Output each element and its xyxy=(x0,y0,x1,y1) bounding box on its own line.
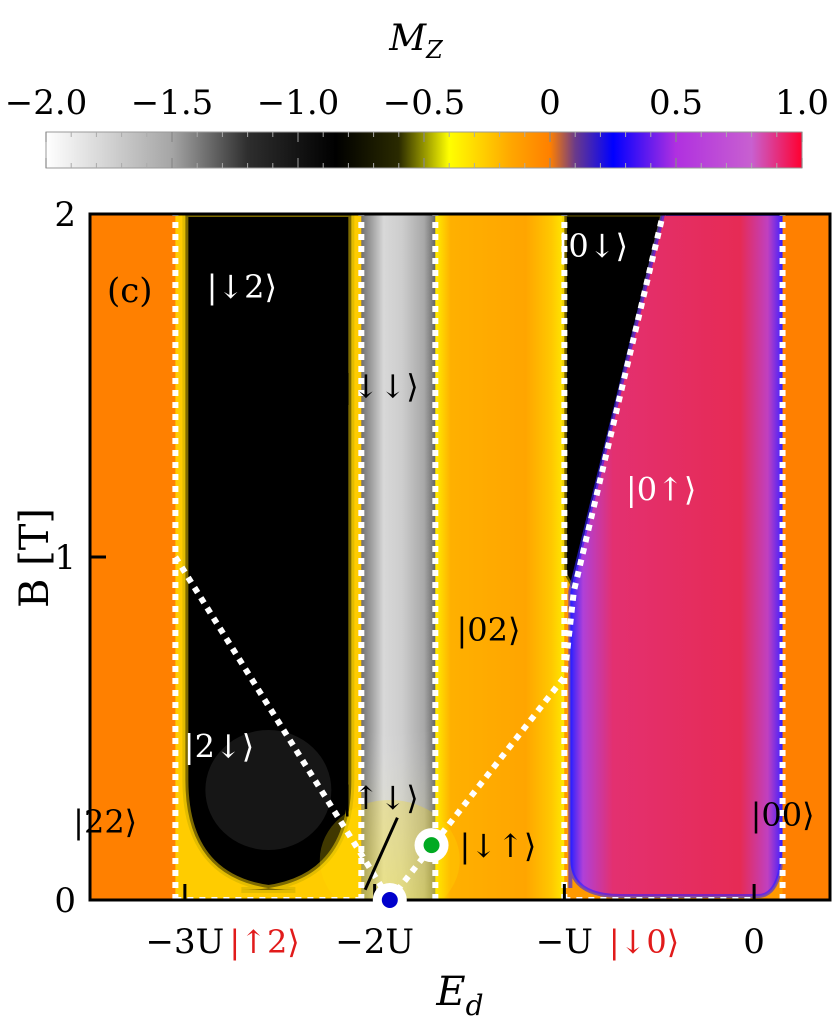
colorbar-tick-label: −0.5 xyxy=(383,83,466,123)
colorbar-tick-labels: −2.0 −1.5 −1.0 −0.5 0 0.5 1.0 xyxy=(5,83,829,123)
colorbar-tick-label: −1.5 xyxy=(131,83,214,123)
x-tick-label: −2U xyxy=(335,922,414,962)
region-label: |↓↓⟩ xyxy=(342,367,419,405)
magenta-band-edge xyxy=(568,214,785,898)
colorbar-tick-label: 0.5 xyxy=(649,83,703,123)
colorbar-tick-label: −1.0 xyxy=(257,83,340,123)
colorbar: MZ −2.0 −1.5 −1.0 −0.5 0 0.5 1.0 xyxy=(5,18,829,169)
black-band-shade xyxy=(205,730,332,850)
crossing-glow xyxy=(319,800,460,900)
region-label: |2↓⟩ xyxy=(184,728,254,766)
label-pointer xyxy=(363,817,399,891)
region-label: |00⟩ xyxy=(751,796,815,834)
boundary-line xyxy=(387,214,666,900)
orange-band xyxy=(782,214,830,900)
region-label: |0↑⟩ xyxy=(626,470,696,508)
x-tick-label: −3U xyxy=(145,922,224,962)
region-label: |0↓⟩ xyxy=(558,227,628,265)
y-axis-label: B [T] xyxy=(12,508,58,608)
heatmap-bands xyxy=(90,214,830,900)
axis-ticks: −3U −2U −U 0 0 1 2 xyxy=(54,195,765,962)
region-label: |↓2⟩ xyxy=(207,268,277,306)
colorbar-tick-marks xyxy=(45,132,803,168)
bottom-state-label: |↓0⟩ xyxy=(609,923,679,961)
region-boundaries xyxy=(172,214,786,900)
yellow-band xyxy=(435,214,565,900)
marker-point xyxy=(414,828,449,863)
x-tick-label: −U xyxy=(536,922,593,962)
magenta-band xyxy=(570,214,783,896)
colorbar-tick-label: 1.0 xyxy=(775,83,829,123)
colorbar-tick-label: −2.0 xyxy=(5,83,88,123)
bottom-state-label: |↑2⟩ xyxy=(229,923,299,961)
region-label: |22⟩ xyxy=(73,803,137,841)
y-tick-label: 1 xyxy=(54,538,76,578)
gray-band-glow xyxy=(361,214,436,900)
y-tick-label: 0 xyxy=(54,881,76,921)
region-labels: |22⟩ |↓2⟩ |2↓⟩ |↓↓⟩ |↑↓⟩ |02⟩ |↓↑⟩ |0↓⟩ |0↑⟩ |00⟩… xyxy=(73,227,814,961)
region-label: |↓↑⟩ xyxy=(460,827,537,865)
y-tick-label: 2 xyxy=(54,195,76,235)
markers xyxy=(372,828,449,917)
boundary-line xyxy=(172,555,393,900)
region-label: |↑↓⟩ xyxy=(342,779,419,817)
plot-area: |22⟩ |↓2⟩ |2↓⟩ |↓↓⟩ |↑↓⟩ |02⟩ |↓↑⟩ |0↓⟩ |0↑⟩ |00⟩… xyxy=(54,195,832,962)
x-tick-label: 0 xyxy=(743,922,765,962)
region-label: |02⟩ xyxy=(456,611,520,649)
marker-point xyxy=(372,883,407,917)
panel-label: (c) xyxy=(107,271,153,311)
colorbar-title: MZ xyxy=(388,18,444,64)
x-axis-label: Ed xyxy=(435,969,483,1022)
colorbar-tick-label: 0 xyxy=(539,83,561,123)
